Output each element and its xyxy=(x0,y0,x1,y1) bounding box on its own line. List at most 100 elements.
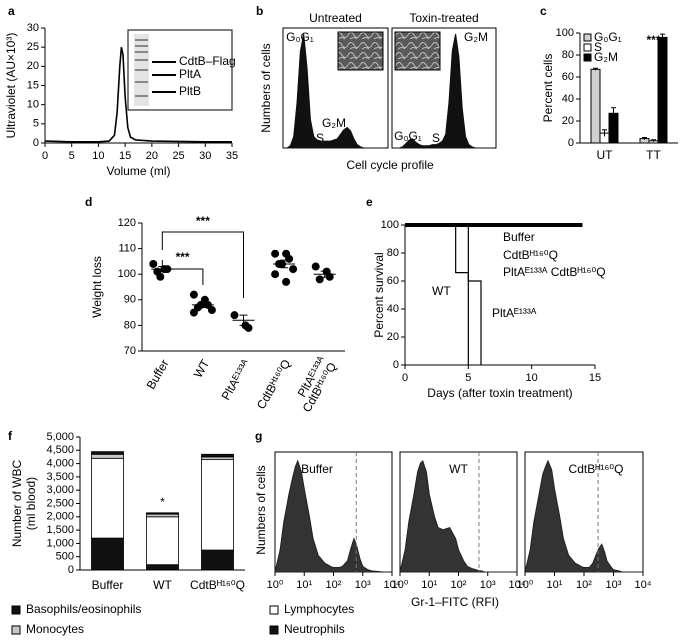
dna-histogram xyxy=(285,33,384,149)
series-label: WT xyxy=(432,284,451,298)
peak-label: G₂M xyxy=(464,30,488,44)
legend-swatch xyxy=(583,43,592,52)
y-tick-label: 100 xyxy=(556,27,574,39)
data-point xyxy=(285,254,294,263)
legend-swatch xyxy=(11,605,21,615)
x-tick-label: 10⁴ xyxy=(635,579,652,591)
y-tick-label: 2,500 xyxy=(46,497,74,509)
y-tick-label: 0 xyxy=(33,137,39,149)
y-tick-label: 100 xyxy=(118,268,136,280)
y-tick-label: 40 xyxy=(562,93,574,105)
data-point xyxy=(230,311,239,320)
x-tick-label: WT xyxy=(153,578,172,592)
annotation: *** xyxy=(196,214,210,228)
panel-letter: d xyxy=(85,195,92,209)
y-tick-label: 80 xyxy=(124,319,136,331)
y-tick-label: 1,500 xyxy=(46,524,74,536)
y-tick-label: 80 xyxy=(562,49,574,61)
y-tick-label: 80 xyxy=(387,247,399,259)
y-tick-label: 10 xyxy=(27,99,39,111)
y-tick-label: 20 xyxy=(27,60,39,72)
peak-label: G₂M xyxy=(322,116,346,130)
panel-title: Buffer xyxy=(301,462,333,476)
data-point xyxy=(156,272,165,281)
sem-bar xyxy=(239,314,248,326)
legend-swatch xyxy=(269,605,279,615)
data-point xyxy=(244,323,253,332)
survival-curve xyxy=(405,224,482,365)
error-bar xyxy=(611,107,616,119)
x-tick-label: 35 xyxy=(226,150,238,162)
x-tick-label: 0 xyxy=(402,372,408,384)
x-tick-label: 10 xyxy=(92,150,104,162)
data-point xyxy=(315,275,324,284)
legend-label: Basophils/eosinophils xyxy=(26,602,141,616)
bar-segment xyxy=(146,512,179,515)
y-tick-label: 25 xyxy=(27,41,39,53)
series-label: PltAᴱ¹³³ᴬ CdtBᴴ¹⁶⁰Q xyxy=(503,265,606,279)
sem-bar xyxy=(280,259,289,269)
y-tick-label: 500 xyxy=(56,551,74,563)
annotation: *** xyxy=(646,33,660,47)
y-tick-label: 5 xyxy=(33,118,39,130)
legend-swatch xyxy=(11,625,21,635)
y-tick-label: 2,000 xyxy=(46,511,74,523)
bar-segment xyxy=(201,549,234,571)
x-tick-label: 15 xyxy=(589,372,601,384)
x-tick-label: 10⁴ xyxy=(384,579,401,591)
peak-label: G₀G₁ xyxy=(394,129,422,143)
bar-segment xyxy=(146,516,179,566)
y-tick-label: 20 xyxy=(387,331,399,343)
x-tick-label: 0 xyxy=(42,150,48,162)
flow-histogram xyxy=(399,459,517,573)
x-tick-label: 10 xyxy=(526,372,538,384)
y-axis-title: Number of WBC xyxy=(10,459,24,547)
error-bar xyxy=(602,129,607,137)
x-axis-title: Days (after toxin treatment) xyxy=(427,386,572,400)
bar-segment xyxy=(91,537,124,571)
legend-label: G₀G₁ xyxy=(594,30,622,44)
data-point xyxy=(189,308,198,317)
x-tick-label: 10² xyxy=(326,579,342,591)
y-tick-label: 4,000 xyxy=(46,458,74,470)
y-tick-label: 0 xyxy=(568,137,574,149)
y-tick-label: 5,000 xyxy=(46,431,74,443)
legend-swatch xyxy=(583,33,592,42)
panel-title: CdtBᴴ¹⁶⁰Q xyxy=(569,462,624,476)
dna-histogram xyxy=(396,33,492,149)
panel-letter: e xyxy=(366,195,373,209)
y-tick-label: 30 xyxy=(27,22,39,34)
x-tick-label: 25 xyxy=(172,150,184,162)
legend-label: G₂M xyxy=(594,50,618,64)
data-point xyxy=(289,265,298,274)
annotation: *** xyxy=(176,250,190,264)
series-label: Buffer xyxy=(503,230,535,244)
y-tick-label: 70 xyxy=(124,345,136,357)
y-axis-title: Numbers of cells xyxy=(254,465,268,554)
uv-trace xyxy=(44,47,232,143)
x-tick-label: WT xyxy=(191,357,213,381)
y-tick-label: 40 xyxy=(387,303,399,315)
bar-segment xyxy=(91,457,124,539)
peak-label: S xyxy=(316,131,324,145)
legend-label: Lymphocytes xyxy=(284,602,354,616)
panel-title: Untreated xyxy=(309,11,362,25)
data-point xyxy=(149,259,158,268)
x-tick-label: 10⁰ xyxy=(392,579,409,591)
error-bar xyxy=(651,139,656,142)
x-tick-label: 10³ xyxy=(480,579,496,591)
flow-histogram xyxy=(524,459,643,573)
error-bar xyxy=(593,67,598,71)
x-tick-label: Buffer xyxy=(144,357,172,392)
series-label: CdtBᴴ¹⁶⁰Q xyxy=(503,248,558,262)
x-tick-label: 10³ xyxy=(606,579,622,591)
x-axis-title: Cell cycle profile xyxy=(346,158,434,172)
x-tick-label: 10¹ xyxy=(421,579,437,591)
data-point xyxy=(311,262,320,271)
error-bar xyxy=(642,137,647,140)
x-tick-label: 20 xyxy=(146,150,158,162)
x-tick-label: PltAᴱ¹³³ᴬ xyxy=(219,357,254,403)
panel-letter: a xyxy=(8,4,15,18)
y-axis-title: Numbers of cells xyxy=(259,43,273,132)
